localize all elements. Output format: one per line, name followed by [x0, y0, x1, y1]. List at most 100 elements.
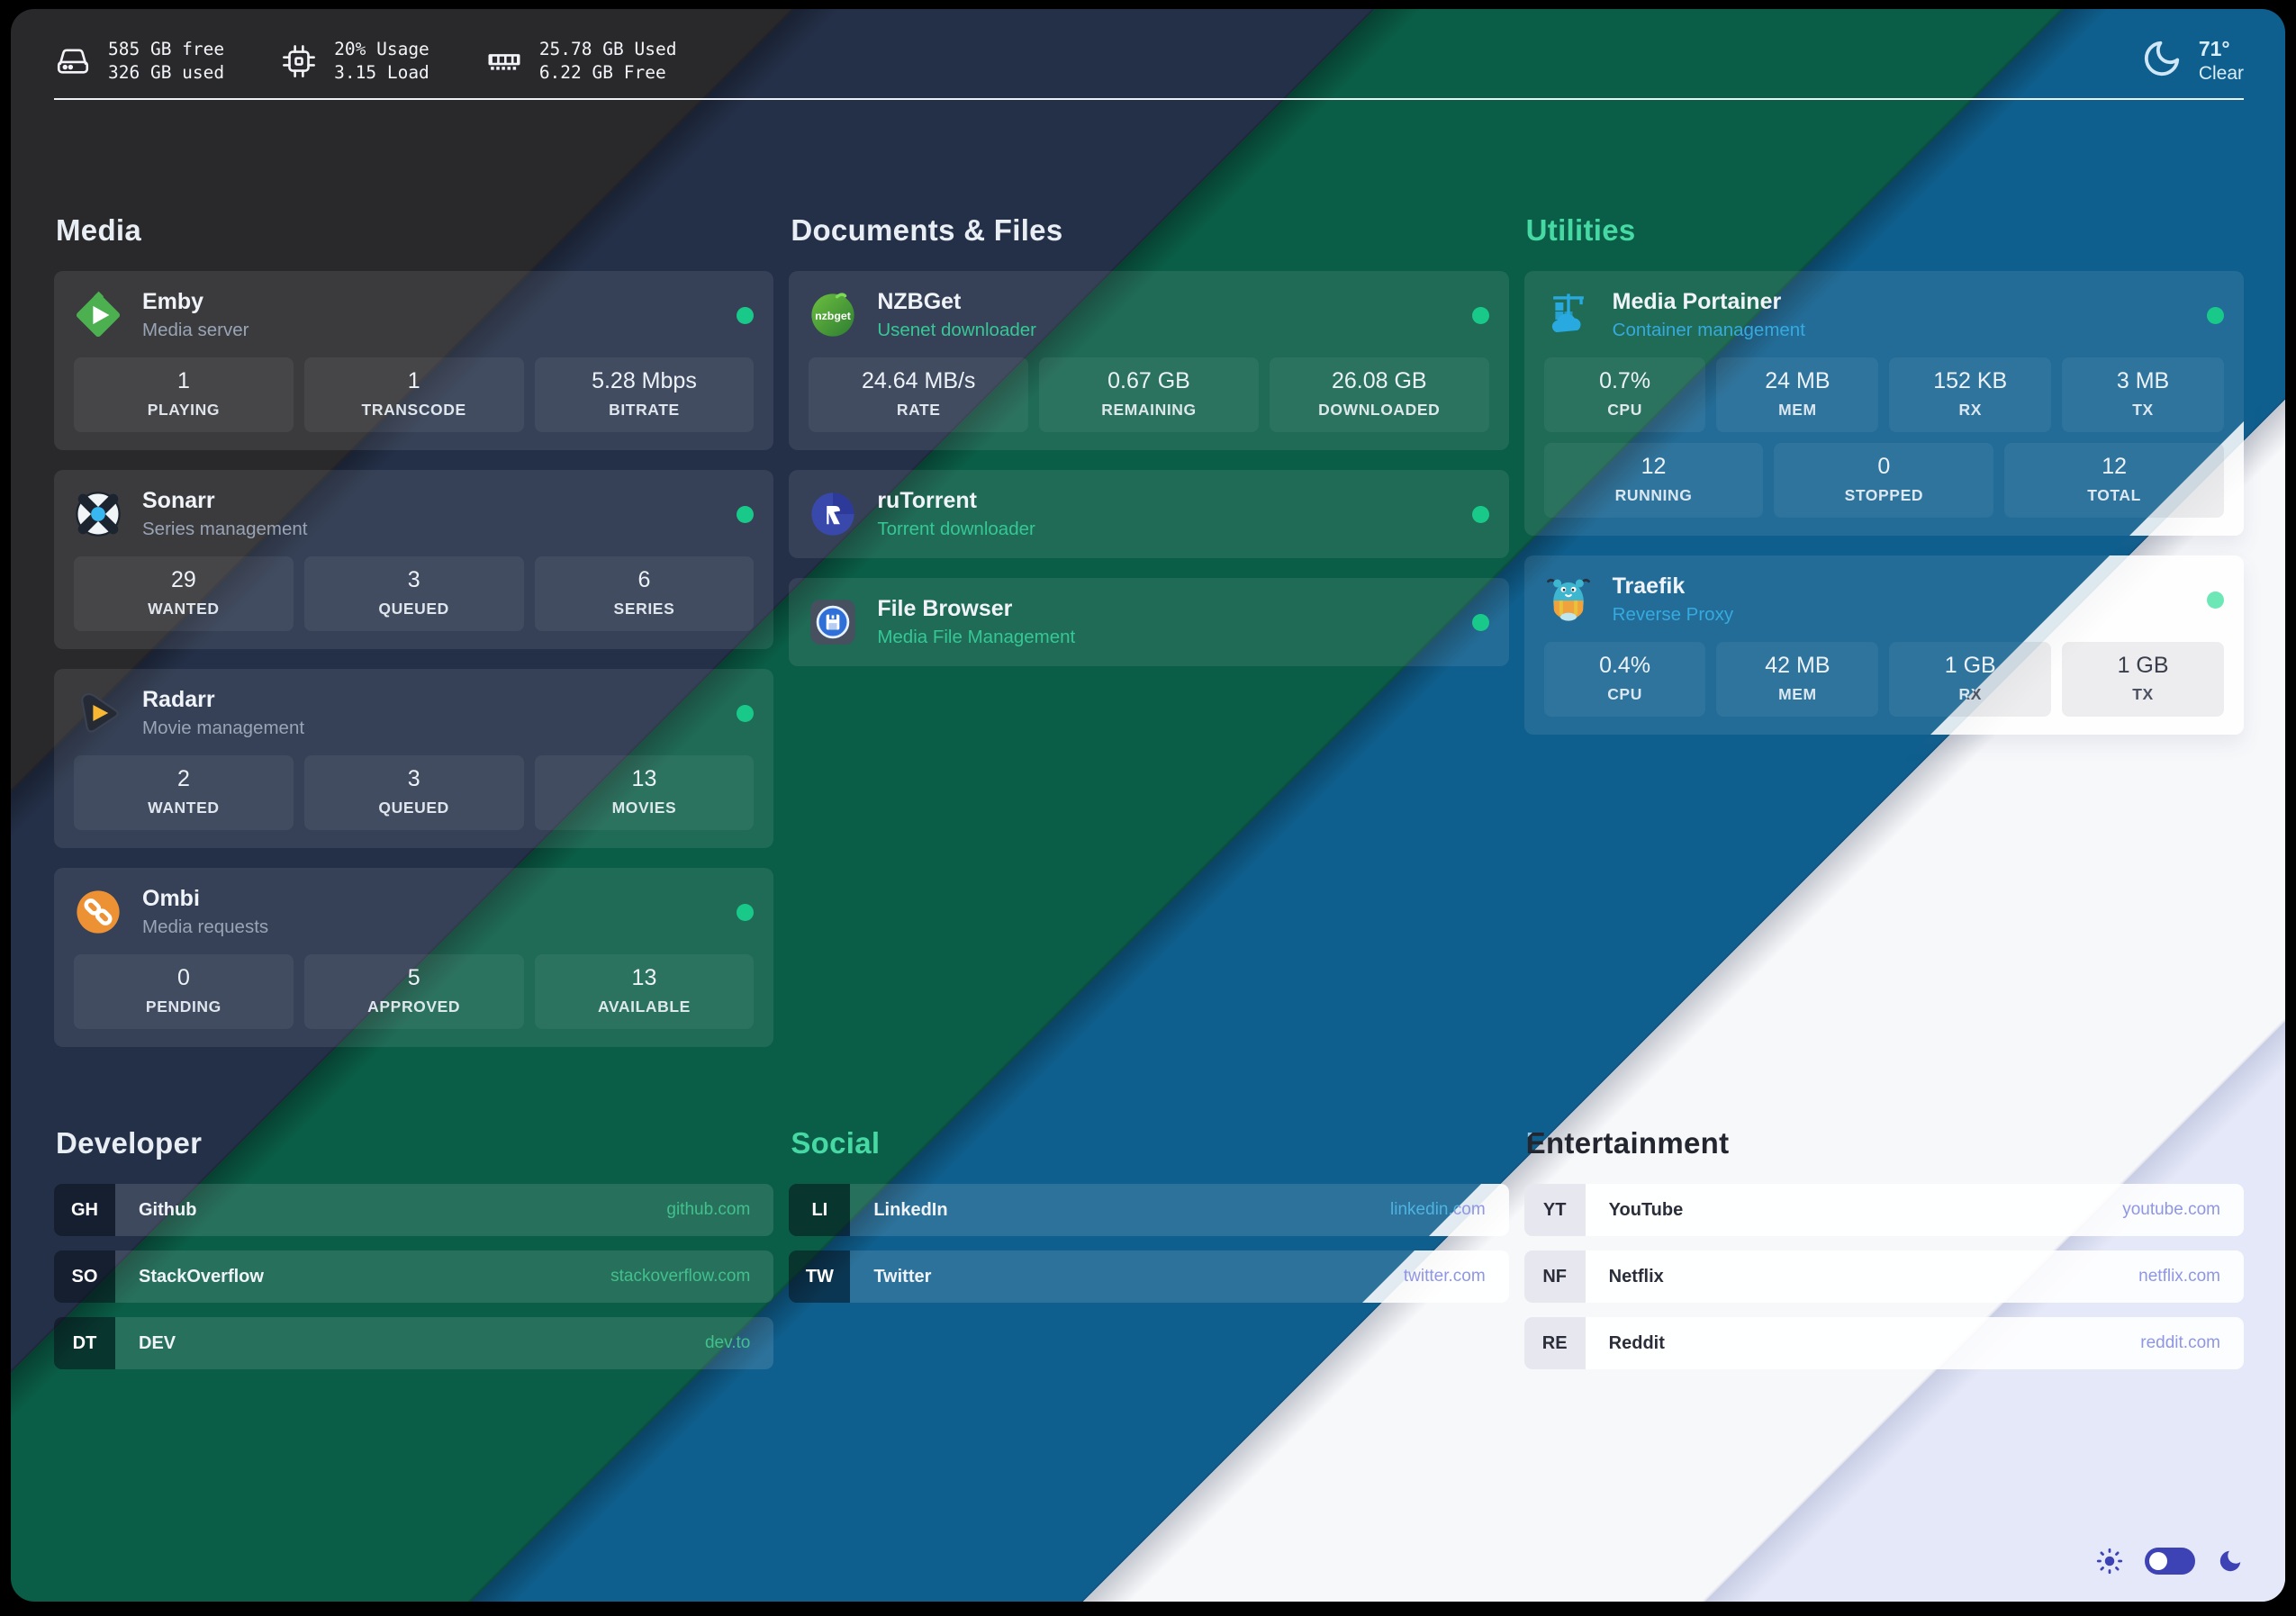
- bookmark-netflix[interactable]: NF Netflix netflix.com: [1523, 1250, 2244, 1303]
- stat-box: 12 RUNNING: [1543, 443, 1764, 518]
- moon-icon[interactable]: [2217, 1548, 2244, 1575]
- stat-box: 0.67 GB REMAINING: [1039, 357, 1259, 432]
- app-card-rutorrent[interactable]: ruTorrent Torrent downloader: [789, 470, 1509, 558]
- cpu-stats: 20% Usage 3.15 Load: [280, 38, 429, 85]
- status-dot: [2206, 306, 2224, 324]
- stat-box: 0 STOPPED: [1774, 443, 1994, 518]
- bookmark-linkedin[interactable]: LI LinkedIn linkedin.com: [789, 1184, 1509, 1236]
- toggle-knob: [2149, 1552, 2167, 1570]
- ombi-icon: [74, 888, 122, 936]
- bookmark-abbr: TW: [789, 1250, 851, 1303]
- section-title-developer: Developer: [56, 1126, 203, 1160]
- app-card-ombi[interactable]: Ombi Media requests 0 PENDING 5: [54, 868, 774, 1047]
- section-documents: Documents & Files: [789, 213, 1509, 666]
- bookmark-stackoverflow[interactable]: SO StackOverflow stackoverflow.com: [54, 1250, 774, 1303]
- bookmark-url: reddit.com: [2140, 1333, 2220, 1352]
- stat-box: 29 WANTED: [74, 556, 294, 631]
- status-dot: [737, 306, 755, 324]
- app-title: Emby: [142, 289, 204, 314]
- stat-box: 5 APPROVED: [303, 954, 524, 1029]
- app-card-sonarr[interactable]: Sonarr Series management 29 WANTED: [54, 470, 774, 649]
- weather-condition: Clear: [2198, 63, 2244, 84]
- topbar-divider: [54, 98, 2244, 100]
- bookmark-url: youtube.com: [2122, 1200, 2220, 1219]
- app-title: Ombi: [142, 886, 200, 911]
- theme-layer-dark: 585 GB free 326 GB used 20% Usage: [11, 9, 2285, 1602]
- bookmark-url: netflix.com: [2138, 1267, 2220, 1286]
- bookmark-name: Reddit: [1608, 1332, 1665, 1353]
- stat-box: 13 MOVIES: [534, 755, 755, 830]
- app-title: Media Portainer: [1612, 289, 1782, 314]
- app-card-filebrowser[interactable]: File Browser Media File Management: [789, 578, 1509, 666]
- status-dot: [1471, 306, 1489, 324]
- sun-icon[interactable]: [2096, 1548, 2123, 1575]
- bookmark-reddit[interactable]: RE Reddit reddit.com: [1523, 1317, 2244, 1369]
- theme-switch: [2096, 1548, 2244, 1575]
- sonarr-icon: [74, 490, 122, 538]
- section-title-entertainment: Entertainment: [1525, 1126, 1730, 1160]
- weather-widget: 71° Clear: [2141, 36, 2244, 86]
- app-title: File Browser: [877, 596, 1013, 621]
- theme-toggle-switch[interactable]: [2145, 1548, 2195, 1575]
- app-subtitle: Container management: [1612, 320, 1805, 340]
- app-subtitle: Media requests: [142, 916, 269, 937]
- svg-text:nzbget: nzbget: [815, 310, 851, 322]
- bookmark-name: StackOverflow: [139, 1266, 264, 1286]
- app-subtitle: Torrent downloader: [877, 519, 1035, 539]
- system-status-bar: 585 GB free 326 GB used 20% Usage: [54, 36, 2244, 86]
- bookmark-dev[interactable]: DT DEV dev.to: [54, 1317, 774, 1369]
- emby-icon: [74, 291, 122, 339]
- app-title: NZBGet: [877, 289, 962, 314]
- app-card-portainer[interactable]: Media Portainer Container management 0.7…: [1523, 271, 2244, 536]
- stat-box: 13 AVAILABLE: [534, 954, 755, 1029]
- status-dot: [737, 903, 755, 921]
- memory-used: 25.78 GB Used: [538, 38, 677, 59]
- bookmark-abbr: DT: [54, 1317, 115, 1369]
- bookmark-abbr: NF: [1523, 1250, 1586, 1303]
- stat-box: 5.28 Mbps BITRATE: [534, 357, 755, 432]
- app-card-radarr[interactable]: Radarr Movie management 2 WANTED 3: [54, 669, 774, 848]
- bookmark-youtube[interactable]: YT YouTube youtube.com: [1523, 1184, 2244, 1236]
- app-title: Traefik: [1612, 573, 1686, 599]
- bookmark-url: stackoverflow.com: [610, 1267, 751, 1286]
- stat-box: 26.08 GB DOWNLOADED: [1269, 357, 1489, 432]
- section-media: Media Emby: [54, 213, 774, 1047]
- bookmark-abbr: GH: [54, 1184, 115, 1236]
- bookmark-name: DEV: [139, 1332, 176, 1353]
- memory-free: 6.22 GB Free: [538, 61, 666, 83]
- stat-box: 1 TRANSCODE: [303, 357, 524, 432]
- status-dot: [1471, 613, 1489, 631]
- nzbget-icon: nzbget: [809, 291, 857, 339]
- bookmark-name: LinkedIn: [873, 1199, 948, 1220]
- bookmark-url: twitter.com: [1403, 1267, 1486, 1286]
- disk-free: 585 GB free: [108, 38, 225, 59]
- bookmark-url: dev.to: [704, 1333, 751, 1352]
- section-developer: Developer GH Github github.com SO StackO…: [54, 1126, 774, 1369]
- portainer-icon: [1544, 291, 1593, 339]
- bookmark-github[interactable]: GH Github github.com: [54, 1184, 774, 1236]
- stat-box: 24 MB MEM: [1716, 357, 1879, 432]
- section-title-utilities: Utilities: [1525, 213, 1636, 247]
- bookmark-abbr: LI: [789, 1184, 851, 1236]
- bookmark-abbr: RE: [1523, 1317, 1586, 1369]
- memory-stats: 25.78 GB Used 6.22 GB Free: [485, 38, 677, 85]
- filebrowser-icon: [809, 598, 857, 646]
- bookmark-url: github.com: [666, 1200, 751, 1219]
- traefik-icon: [1544, 575, 1593, 624]
- stat-box: 0 PENDING: [74, 954, 294, 1029]
- ram-icon: [485, 42, 523, 80]
- status-dot: [737, 704, 755, 722]
- app-subtitle: Series management: [142, 519, 308, 539]
- app-subtitle: Media server: [142, 320, 249, 340]
- bookmark-abbr: YT: [1523, 1184, 1586, 1236]
- stat-box: 0.7% CPU: [1543, 357, 1706, 432]
- cpu-load: 3.15 Load: [334, 61, 429, 83]
- status-dot: [737, 505, 755, 523]
- clear-night-icon: [2141, 38, 2183, 84]
- app-subtitle: Movie management: [142, 718, 305, 738]
- app-card-nzbget[interactable]: nzbget NZBGet Usenet downloader 24: [789, 271, 1509, 450]
- app-card-emby[interactable]: Emby Media server 1 PLAYING 1: [54, 271, 774, 450]
- stat-box: 3 MB TX: [2062, 357, 2224, 432]
- bookmark-name: Netflix: [1608, 1266, 1664, 1286]
- stat-box: 42 MB MEM: [1716, 642, 1879, 717]
